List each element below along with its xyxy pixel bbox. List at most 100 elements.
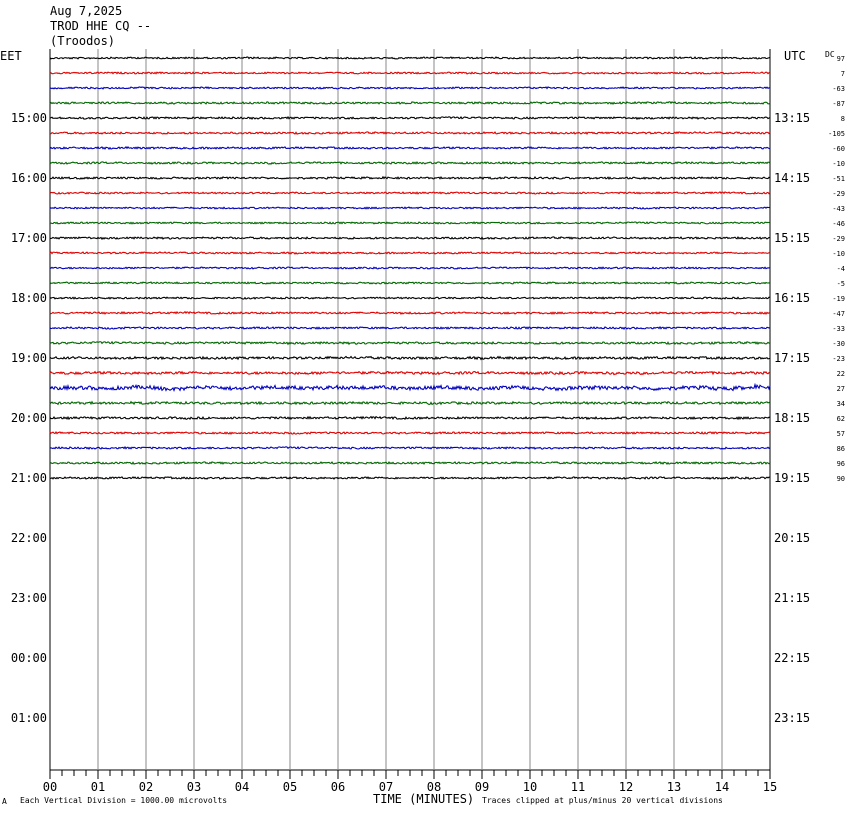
left-hour-label: 01:00 [11,711,47,725]
seismic-trace-line [49,115,771,121]
x-tick-label: 15 [763,780,777,794]
right-hour-label: 13:15 [774,111,810,125]
dc-offset-label: 97 [837,55,845,63]
seismic-trace-line [49,445,771,451]
right-hour-label: 21:15 [774,591,810,605]
x-tick-label: 11 [571,780,585,794]
dc-offset-label: 96 [837,460,845,468]
seismic-trace-line [49,430,771,435]
dc-offset-label: -30 [832,340,845,348]
dc-offset-label: -10 [832,160,845,168]
left-hour-label: 20:00 [11,411,47,425]
seismic-trace-line [49,266,771,270]
seismic-trace-line [49,476,771,480]
dc-offset-label: -29 [832,235,845,243]
seismic-trace-line [49,206,771,210]
left-hour-label: 17:00 [11,231,47,245]
left-hour-label: 19:00 [11,351,47,365]
corner-mark: A [2,797,7,806]
left-hour-label: 23:00 [11,591,47,605]
dc-offset-label: 8 [841,115,845,123]
scale-note: Each Vertical Division = 1000.00 microvo… [20,796,228,805]
clip-note: Traces clipped at plus/minus 20 vertical… [482,796,723,805]
seismic-trace-line [49,355,771,361]
dc-offset-label: -60 [832,145,845,153]
seismic-trace-line [49,251,771,255]
dc-offset-label: -43 [832,205,845,213]
dc-offset-label: -51 [832,175,845,183]
right-hour-label: 17:15 [774,351,810,365]
seismic-trace-line [49,296,771,300]
dc-offset-label: -87 [832,100,845,108]
right-hour-label: 19:15 [774,471,810,485]
seismic-trace-line [49,340,771,346]
seismic-trace-line [49,325,771,331]
x-tick-label: 00 [43,780,57,794]
x-tick-label: 13 [667,780,681,794]
seismic-trace-line [49,146,771,151]
x-tick-label: 06 [331,780,345,794]
left-hour-label: 16:00 [11,171,47,185]
dc-offset-label: -63 [832,85,845,93]
dc-offset-label: 27 [837,385,845,393]
station-label: TROD HHE CQ -- [50,19,152,33]
right-hour-label: 23:15 [774,711,810,725]
x-tick-label: 07 [379,780,393,794]
seismic-trace-line [49,280,771,285]
x-tick-label: 09 [475,780,489,794]
left-hour-label: 15:00 [11,111,47,125]
left-axis-title: EET [0,49,22,63]
dc-offset-label: -23 [832,355,845,363]
right-hour-label: 15:15 [774,231,810,245]
date-label: Aug 7,2025 [50,4,123,18]
x-axis-title: TIME (MINUTES) [373,792,475,806]
x-tick-label: 04 [235,780,249,794]
dc-offset-label: 86 [837,445,845,453]
left-hour-label: 21:00 [11,471,47,485]
x-tick-label: 14 [715,780,729,794]
seismic-trace-line [49,236,771,241]
x-tick-label: 10 [523,780,537,794]
right-hour-label: 18:15 [774,411,810,425]
right-hour-label: 14:15 [774,171,810,185]
seismic-trace-line [49,415,771,421]
left-hour-label: 18:00 [11,291,47,305]
dc-offset-label: -105 [828,130,845,138]
dc-offset-label: -46 [832,220,845,228]
seismic-trace-line [49,382,771,393]
x-tick-label: 08 [427,780,441,794]
right-hour-label: 16:15 [774,291,810,305]
dc-offset-label: -33 [832,325,845,333]
dc-offset-label: -29 [832,190,845,198]
seismic-trace-line [49,191,771,195]
seismic-trace-line [49,100,771,106]
seismic-trace-line [49,71,771,75]
location-label: (Troodos) [50,34,116,48]
seismic-trace-line [49,310,771,316]
right-hour-label: 22:15 [774,651,810,665]
seismic-trace-line [49,221,771,225]
dc-header-label: DC [825,50,835,59]
left-hour-label: 22:00 [11,531,47,545]
seismic-trace-line [49,370,771,376]
x-tick-label: 02 [139,780,153,794]
x-tick-label: 01 [91,780,105,794]
seismic-trace-line [49,400,771,406]
dc-offset-label: 34 [837,400,845,408]
left-hour-label: 00:00 [11,651,47,665]
dc-offset-label: -5 [837,280,845,288]
dc-offset-label: 90 [837,475,845,483]
x-tick-label: 05 [283,780,297,794]
seismic-trace-line [49,86,771,90]
seismic-trace-line [49,461,771,466]
dc-offset-label: -19 [832,295,845,303]
dc-offset-label: -4 [837,265,845,273]
right-axis-title: UTC [784,49,806,63]
seismic-trace-line [49,175,771,180]
dc-offset-label: 22 [837,370,845,378]
dc-offset-label: 62 [837,415,845,423]
x-tick-label: 03 [187,780,201,794]
seismic-trace-line [49,56,771,60]
right-hour-label: 20:15 [774,531,810,545]
